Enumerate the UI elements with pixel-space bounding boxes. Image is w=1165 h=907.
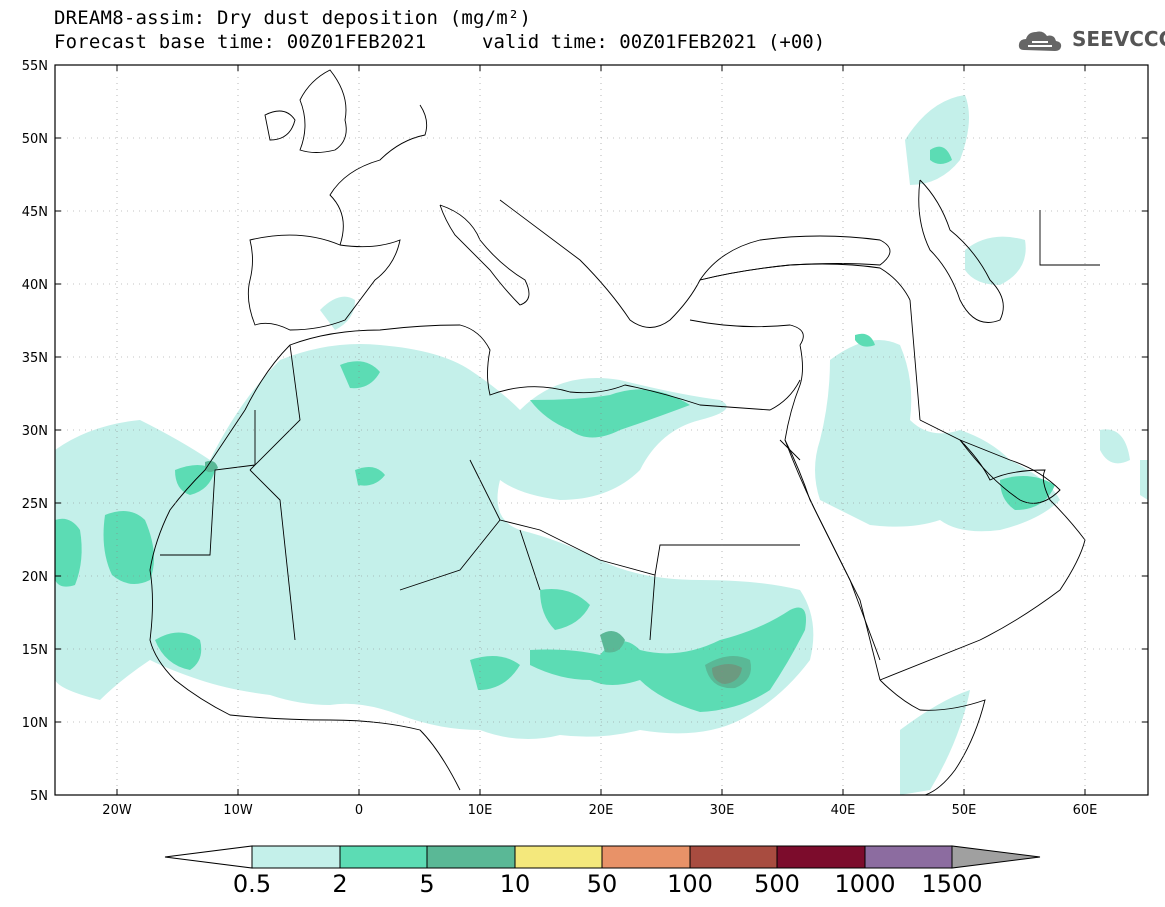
colorbar-label: 1500 [921,870,983,898]
lon-label: 10E [468,803,493,818]
colorbar-label: 100 [667,870,713,898]
graticule [55,65,1148,795]
lat-label: 25N [22,497,48,512]
colorbar-label: 500 [754,870,800,898]
lon-label: 50E [952,803,977,818]
map-title: DREAM8-assim: Dry dust deposition (mg/m²… [54,7,532,29]
lat-label: 15N [22,643,48,658]
lon-label: 60E [1073,803,1098,818]
colorbar-label: 5 [419,870,435,898]
colorbar-label: 10 [499,870,531,898]
lon-label: 20W [102,803,132,818]
colorbar-low-arrow [164,845,253,869]
lat-label: 45N [22,205,48,220]
lon-label: 20E [589,803,614,818]
colorbar-swatch [601,845,691,869]
tick-marks [55,64,1148,796]
lat-label: 40N [22,278,48,293]
lon-label: 30E [710,803,735,818]
colorbar-label: 1000 [834,870,896,898]
logo-text: SEEVCCC [1072,27,1165,51]
lat-label: 5N [30,789,48,804]
cloud-logo-icon [1018,31,1062,51]
lat-label: 55N [22,59,48,74]
deposition-light-areas [55,95,1148,795]
coastlines-borders [149,69,1100,795]
colorbar-swatch [426,845,516,869]
lat-label: 10N [22,716,48,731]
colorbar-label: 2 [332,870,348,898]
valid-time: valid time: 00Z01FEB2021 (+00) [482,31,826,53]
colorbar-swatch [864,845,953,869]
lon-label: 0 [355,803,363,818]
colorbar [164,845,1041,869]
lon-label: 40E [831,803,856,818]
deposition-darkest-areas [712,664,742,684]
colorbar-label: 0.5 [232,870,272,898]
lat-label: 50N [22,132,48,147]
colorbar-label: 50 [586,870,618,898]
colorbar-high-arrow [951,845,1041,869]
lat-label: 20N [22,570,48,585]
lat-label: 35N [22,351,48,366]
lon-label: 10W [223,803,253,818]
forecast-base-time: Forecast base time: 00Z01FEB2021 [54,31,427,53]
colorbar-swatch [689,845,778,869]
colorbar-swatch [251,845,341,869]
colorbar-swatch [339,845,428,869]
colorbar-swatch [514,845,603,869]
colorbar-swatch [776,845,866,869]
lat-label: 30N [22,424,48,439]
